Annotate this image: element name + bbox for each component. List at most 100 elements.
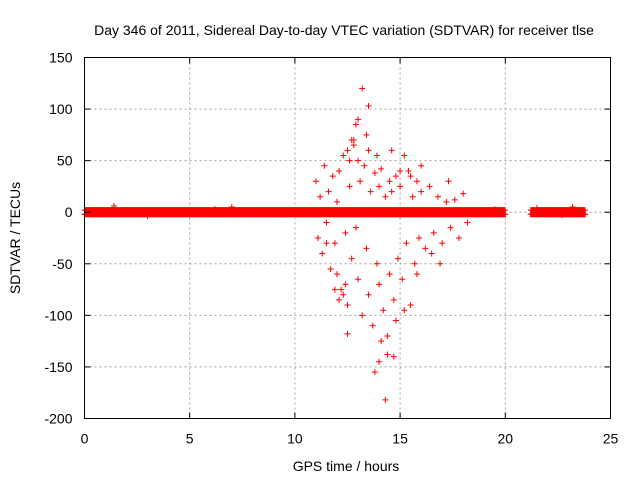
data-point [407,173,414,180]
data-point [422,245,429,252]
data-point [388,188,395,195]
data-point [365,291,372,298]
data-point [390,353,397,360]
data-point [344,330,351,337]
data-point [348,255,355,262]
data-point [386,178,393,185]
data-point [342,229,349,236]
data-point [418,162,425,169]
data-point [376,358,383,365]
data-point [283,211,290,218]
data-point [403,240,410,247]
data-point [394,255,401,262]
data-point [411,260,418,267]
data-point [384,332,391,339]
data-point [342,281,349,288]
data-point [355,276,362,283]
data-point [144,213,151,220]
y-tick-label: 0 [65,204,73,220]
data-point [439,240,446,247]
data-point [344,147,351,154]
data-point [491,206,498,213]
y-tick-label: 100 [49,101,73,117]
plot-frame [84,57,611,419]
data-point [397,167,404,174]
x-tick-label: 0 [81,431,89,447]
data-point [409,193,416,200]
y-tick-label: -100 [44,307,72,323]
data-point [430,229,437,236]
data-point [413,178,420,185]
data-point [323,240,330,247]
data-point [369,322,376,329]
data-point [390,296,397,303]
data-point [348,137,355,144]
data-point [378,338,385,345]
y-tick-label: -150 [44,359,72,375]
data-point [340,152,347,159]
data-point [384,351,391,358]
data-point [350,142,357,149]
data-point [361,162,368,169]
y-tick-label: -50 [52,256,72,272]
data-point [315,235,322,241]
data-point [327,265,334,272]
data-point [544,207,551,214]
data-point [445,178,452,185]
data-point [323,219,330,226]
data-point [407,302,414,309]
data-point [344,302,351,309]
data-point [376,183,383,190]
data-point [359,85,366,92]
data-point [329,173,336,180]
data-point [211,206,218,213]
x-axis-label: GPS time / hours [293,458,400,474]
scatter-series [92,85,576,403]
data-point [331,240,338,247]
data-point [378,165,385,172]
y-tick-label: 150 [49,50,73,66]
data-point [357,178,364,185]
data-point [388,147,395,154]
data-point [371,369,378,376]
data-point [373,260,380,267]
x-tick-labels: 0 5 10 15 20 25 [81,431,619,447]
data-point [582,211,589,218]
x-tick-label: 25 [603,431,619,447]
data-point [346,157,353,164]
data-point [502,211,509,218]
data-point [397,183,404,190]
x-tick-label: 20 [498,431,514,447]
data-point [434,193,441,200]
x-tick-label: 15 [392,431,408,447]
data-point [559,212,566,219]
data-point [382,396,389,403]
data-point [386,271,393,278]
data-point [367,188,374,195]
data-point [401,152,408,159]
band-series [527,207,589,218]
data-point [321,162,328,169]
data-point [352,224,359,231]
y-tick-label: -200 [44,411,72,427]
data-point [92,207,99,214]
data-point [325,188,332,195]
data-point [569,204,576,211]
data-point [336,296,343,303]
data-point [460,190,467,197]
data-point [110,203,117,210]
data-point [373,152,380,159]
data-point [376,281,383,288]
chart-title: Day 346 of 2011, Sidereal Day-to-day VTE… [94,22,594,38]
data-point [365,147,372,154]
data-point [405,167,412,174]
data-point [416,235,423,241]
data-point [451,196,458,203]
axis-ticks [84,57,611,419]
data-point [437,260,444,267]
data-point [363,245,370,252]
data-point [359,312,366,319]
data-point [340,291,347,298]
